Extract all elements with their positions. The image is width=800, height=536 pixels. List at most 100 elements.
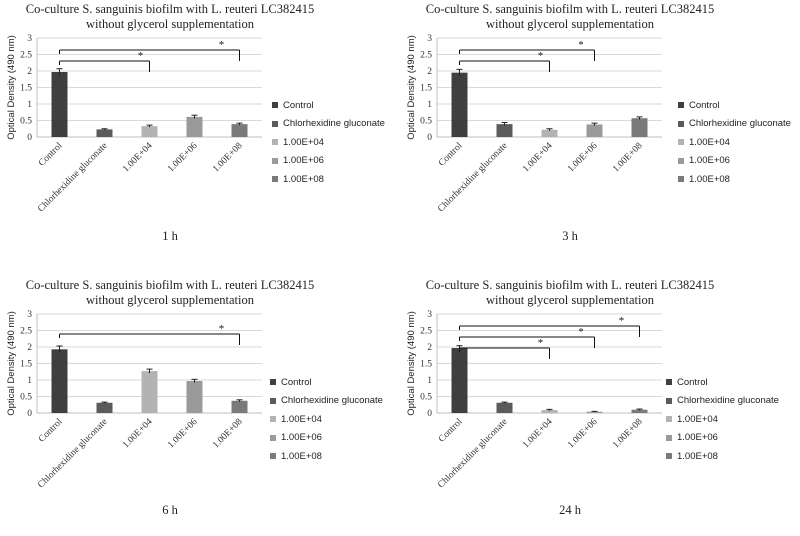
legend-label: Control [281, 376, 312, 388]
significance-star: * [219, 39, 225, 51]
significance-star: * [219, 323, 225, 335]
legend-label: 1.00E+08 [677, 450, 718, 462]
y-tick-label: 0 [427, 133, 432, 143]
legend-swatch [272, 176, 278, 183]
y-tick-label: 2 [427, 343, 432, 353]
y-tick-label: 1 [427, 100, 432, 110]
x-tick-label: 1.00E+04 [521, 141, 555, 175]
legend-swatch [666, 416, 672, 423]
legend-item: 1.00E+04 [666, 410, 779, 429]
chart-title-line2: without glycerol supplementation [485, 293, 655, 307]
legend-swatch [272, 157, 278, 164]
y-tick-label: 0 [427, 409, 432, 419]
legend-item: Chlorhexidine gluconate [272, 115, 385, 134]
y-tick-label: 0.5 [420, 117, 432, 127]
bar [51, 349, 68, 413]
bar [496, 124, 513, 137]
bar-chart: 0 0.5 1 1.5 2 2.5 3 Optical Density (490 nm) Con… [406, 310, 662, 490]
chart-title: Co-culture S. sanguinis biofilm with L. … [400, 278, 740, 308]
x-tick-label: 1.00E+08 [211, 417, 245, 451]
y-tick-label: 2 [27, 343, 32, 353]
chart-legend: Control Chlorhexidine gluconate 1.00E+04 1.… [272, 96, 385, 189]
y-axis-label: Optical Density (490 nm) [6, 35, 17, 140]
x-tick-label: 1.00E+08 [211, 141, 245, 175]
legend-swatch [272, 120, 278, 127]
bar-chart: 0 0.5 1 1.5 2 2.5 3 Optical Density (490 nm) Con… [406, 34, 662, 214]
legend-item: 1.00E+08 [270, 447, 383, 466]
chart-title-line2: without glycerol supplementation [485, 17, 655, 31]
bar [141, 126, 158, 137]
significance-star: * [578, 39, 584, 51]
legend-item: 1.00E+08 [666, 447, 779, 466]
chart-panel-1: Co-culture S. sanguinis biofilm with L. … [0, 0, 400, 260]
y-tick-label: 0.5 [20, 393, 32, 403]
legend-item: 1.00E+06 [272, 152, 385, 171]
significance-star: * [538, 50, 544, 62]
y-axis-label: Optical Density (490 nm) [6, 311, 17, 416]
legend-item: 1.00E+08 [272, 170, 385, 189]
bar [51, 71, 68, 137]
chart-panel-3: Co-culture S. sanguinis biofilm with L. … [0, 276, 400, 536]
bar [631, 409, 648, 413]
legend-item: Chlorhexidine gluconate [678, 115, 791, 134]
y-tick-label: 0 [27, 409, 32, 419]
legend-label: 1.00E+08 [689, 173, 730, 185]
y-tick-label: 2 [427, 67, 432, 77]
bar [231, 400, 248, 413]
legend-label: 1.00E+06 [283, 155, 324, 167]
legend-label: Chlorhexidine gluconate [689, 118, 791, 130]
x-tick-label: 1.00E+06 [566, 141, 600, 175]
bar [541, 129, 558, 137]
y-tick-label: 0 [27, 133, 32, 143]
significance-star: * [538, 337, 544, 349]
y-tick-label: 3 [427, 310, 432, 320]
y-tick-label: 0.5 [420, 393, 432, 403]
legend-item: 1.00E+04 [270, 410, 383, 429]
bar [96, 402, 113, 413]
chart-caption: 1 h [162, 229, 178, 243]
legend-swatch [666, 453, 672, 460]
chart-title-line1: Co-culture S. sanguinis biofilm with L. … [25, 278, 315, 292]
legend-item: 1.00E+04 [272, 133, 385, 152]
x-tick-label: 1.00E+04 [521, 417, 555, 451]
legend-item: Control [666, 373, 779, 392]
x-tick-label: 1.00E+04 [121, 417, 155, 451]
bar-chart: 0 0.5 1 1.5 2 2.5 3 Optical Density (490 nm) Con… [6, 34, 262, 214]
y-tick-label: 0.5 [20, 117, 32, 127]
chart-title-line2: without glycerol supplementation [85, 293, 255, 307]
legend-swatch [678, 102, 684, 109]
chart-caption: 3 h [562, 229, 578, 243]
legend-label: 1.00E+08 [283, 173, 324, 185]
x-tick-label: 1.00E+06 [166, 417, 200, 451]
y-tick-label: 1 [27, 100, 32, 110]
y-tick-label: 1.5 [20, 360, 32, 370]
legend-swatch [666, 397, 672, 404]
chart-panel-4: Co-culture S. sanguinis biofilm with L. … [400, 276, 800, 536]
bar [451, 72, 468, 137]
chart-title-line1: Co-culture S. sanguinis biofilm with L. … [25, 2, 315, 16]
legend-label: 1.00E+06 [677, 432, 718, 444]
legend-swatch [678, 157, 684, 164]
legend-label: 1.00E+06 [281, 432, 322, 444]
bar [541, 410, 558, 413]
legend-label: Chlorhexidine gluconate [283, 118, 385, 130]
legend-swatch [272, 102, 278, 109]
legend-swatch [666, 379, 672, 386]
y-tick-label: 1.5 [20, 84, 32, 94]
chart-legend: Control Chlorhexidine gluconate 1.00E+04 1.… [270, 373, 383, 466]
legend-swatch [272, 139, 278, 146]
chart-caption: 24 h [559, 503, 581, 517]
chart-legend: Control Chlorhexidine gluconate 1.00E+04 1.… [666, 373, 779, 466]
y-axis-label: Optical Density (490 nm) [406, 35, 417, 140]
bar [451, 347, 468, 413]
chart-panel-2: Co-culture S. sanguinis biofilm with L. … [400, 0, 800, 260]
x-tick-label: 1.00E+06 [166, 141, 200, 175]
y-tick-label: 1 [427, 376, 432, 386]
bar [496, 402, 513, 413]
x-tick-label: Control [37, 141, 65, 169]
x-tick-label: Control [37, 417, 65, 445]
y-axis-label: Optical Density (490 nm) [406, 311, 417, 416]
legend-swatch [270, 379, 276, 386]
legend-label: Chlorhexidine gluconate [677, 395, 779, 407]
legend-item: 1.00E+06 [666, 429, 779, 448]
